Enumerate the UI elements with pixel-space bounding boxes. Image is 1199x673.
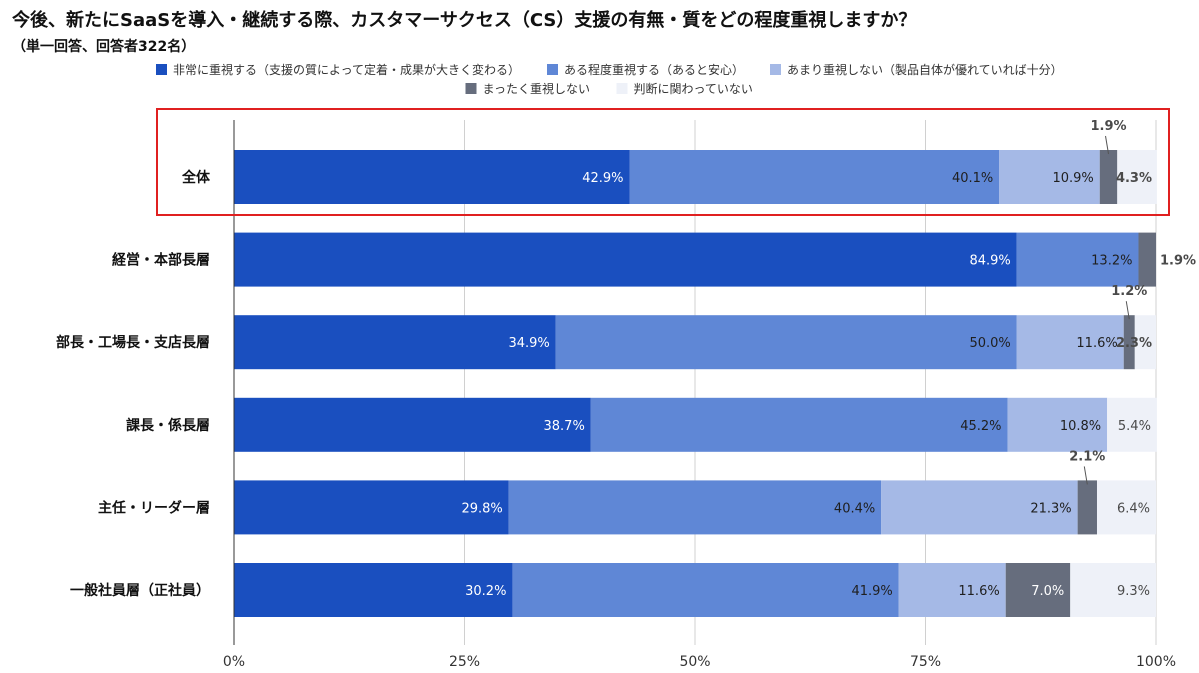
bar-segment-r4-s3 [1077,480,1097,535]
data-label-r5-s3: 7.0% [1031,584,1064,599]
bar-segment-r4-s1 [508,480,882,535]
legend-label-0: 非常に重視する（支援の質によって定着・成果が大きく変わる） [173,62,520,77]
bar-segment-r5-s2 [898,563,1006,617]
bar-segment-r2-s0 [234,315,556,370]
bar-segment-r4-s2 [881,480,1078,535]
bar-segment-r2-s4 [1134,315,1156,370]
legend-swatch-1 [546,64,558,75]
category-label-0: 全体 [181,169,211,186]
highlight-box [156,108,1170,216]
highlight-box-rect [156,108,1170,216]
data-label-r0-s0: 42.9% [582,171,623,186]
legend-label-1: ある程度重視する（あると安心） [564,62,744,77]
legend-label-3: まったく重視しない [482,81,590,96]
category-label-1: 経営・本部長層 [112,252,210,269]
bar-segment-r4-s4 [1096,480,1156,535]
data-label-r2-s2: 11.6% [1076,336,1117,351]
x-tick-label-100: 100% [1136,654,1176,670]
category-label-3: 課長・係長層 [126,417,210,434]
data-label-r4-s0: 29.8% [461,501,502,516]
bar-segment-r2-s2 [1016,315,1124,370]
bar-segment-r3-s0 [234,397,591,452]
data-label-r1-s3: 1.9% [1160,254,1196,269]
bar-segment-r1-s3 [1138,232,1156,287]
bar-segment-r5-s3 [1005,563,1071,617]
data-label-r4-s3: 2.1% [1069,449,1105,464]
category-label-4: 主任・リーダー層 [98,499,210,516]
category-labels: 全体経営・本部長層部長・工場長・支店長層課長・係長層主任・リーダー層一般社員層（… [56,169,211,599]
gridlines [464,120,1157,645]
legend-label-4: 判断に関わっていない [633,81,752,96]
bar-segment-r5-s1 [512,563,899,617]
bar-segment-r5-s4 [1070,563,1156,617]
data-label-r3-s2: 10.8% [1060,419,1101,434]
data-label-r4-s1: 40.4% [834,501,875,516]
bar-segment-r2-s3 [1123,315,1135,370]
bar-segment-r3-s1 [590,397,1008,452]
bars: 42.9% 40.1% 10.9% 1.9% 4.3% 84.9% 13.2% 1.9% 34.… [234,119,1196,617]
bar-segment-r0-s2 [999,150,1100,204]
legend-label-2: あまり重視しない（製品自体が優れていれば十分） [787,62,1063,77]
category-label-5: 一般社員層（正社員） [70,582,210,599]
bar-segment-r0-s1 [629,150,1000,204]
x-tick-label-50: 50% [679,654,710,670]
bar-segment-r0-s4 [1117,150,1157,204]
data-label-r5-s2: 11.6% [958,584,999,599]
data-label-r4-s4: 6.4% [1117,501,1150,516]
chart-title: 今後、新たにSaaSを導入・継続する際、カスタマーサクセス（CS）支援の有無・質… [12,10,917,31]
data-label-r3-s4: 5.4% [1118,419,1151,434]
bar-segment-r0-s3 [1099,150,1118,204]
data-label-r2-s1: 50.0% [969,336,1010,351]
bar-segment-r5-s0 [234,563,513,617]
bar-segment-r1-s0 [234,232,1017,287]
leader-line-r2-s3 [1125,301,1130,320]
category-label-2: 部長・工場長・支店長層 [56,334,210,351]
bar-segment-r1-s1 [1016,232,1139,287]
legend-swatch-3 [465,83,477,94]
bar-segment-r3-s2 [1007,397,1108,452]
data-label-r1-s1: 13.2% [1091,254,1132,269]
x-axis: 0% 25% 50% 75% 100% [223,120,1176,670]
x-tick-label-25: 25% [449,654,480,670]
bar-segment-r3-s4 [1107,397,1157,452]
bar-segment-r4-s0 [234,480,509,535]
data-label-r5-s4: 9.3% [1117,584,1150,599]
legend-swatch-2 [770,64,782,75]
data-label-r3-s0: 38.7% [544,419,585,434]
data-label-r0-s3: 1.9% [1090,119,1126,134]
data-label-r5-s1: 41.9% [851,584,892,599]
bar-segment-r0-s0 [234,150,630,204]
data-label-r5-s0: 30.2% [465,584,506,599]
legend-swatch-4 [616,83,628,94]
data-label-r4-s2: 21.3% [1030,501,1071,516]
bar-segment-r2-s1 [555,315,1017,370]
data-label-r2-s3: 1.2% [1111,284,1147,299]
leader-line-r0-s3 [1105,135,1110,155]
data-label-r1-s0: 84.9% [969,254,1010,269]
chart-subtitle: （単一回答、回答者322名） [12,39,196,55]
data-label-r2-s4: 2.3% [1116,336,1152,351]
data-label-r0-s1: 40.1% [952,171,993,186]
legend: 非常に重視する（支援の質によって定着・成果が大きく変わる） ある程度重視する（ある… [155,62,1063,96]
x-tick-label-0: 0% [223,654,245,670]
data-label-r0-s2: 10.9% [1052,171,1093,186]
data-label-r0-s4: 4.3% [1116,171,1152,186]
x-tick-label-75: 75% [910,654,941,670]
legend-swatch-0 [155,64,167,75]
data-label-r3-s1: 45.2% [960,419,1001,434]
data-label-r2-s0: 34.9% [508,336,549,351]
leader-line-r4-s3 [1083,466,1088,485]
